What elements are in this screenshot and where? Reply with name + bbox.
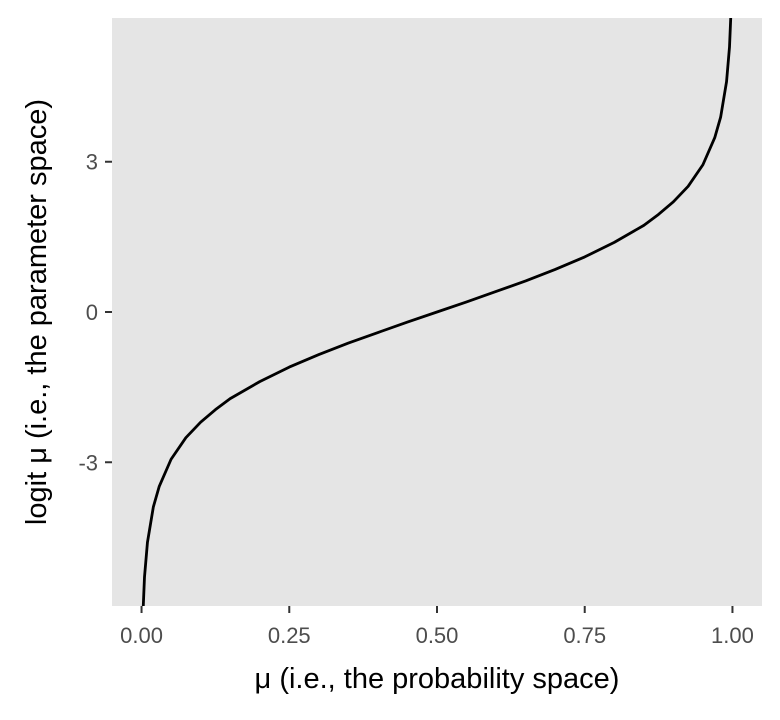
x-tick-label: 0.00 — [120, 623, 163, 648]
y-axis-title: logit μ (i.e., the parameter space) — [21, 99, 53, 525]
y-tick-label: 0 — [86, 300, 98, 325]
x-axis: 0.00 0.25 0.50 0.75 1.00 — [120, 606, 754, 648]
x-tick-label: 0.75 — [563, 623, 606, 648]
x-axis-title: μ (i.e., the probability space) — [255, 663, 620, 695]
x-tick-label: 0.25 — [268, 623, 311, 648]
x-tick-label: 0.50 — [416, 623, 459, 648]
y-tick-label: 3 — [86, 150, 98, 175]
y-axis: -3 0 3 — [78, 150, 112, 475]
logit-curve-line — [141, 18, 733, 606]
x-tick-label: 1.00 — [711, 623, 754, 648]
y-tick-label: -3 — [78, 450, 98, 475]
